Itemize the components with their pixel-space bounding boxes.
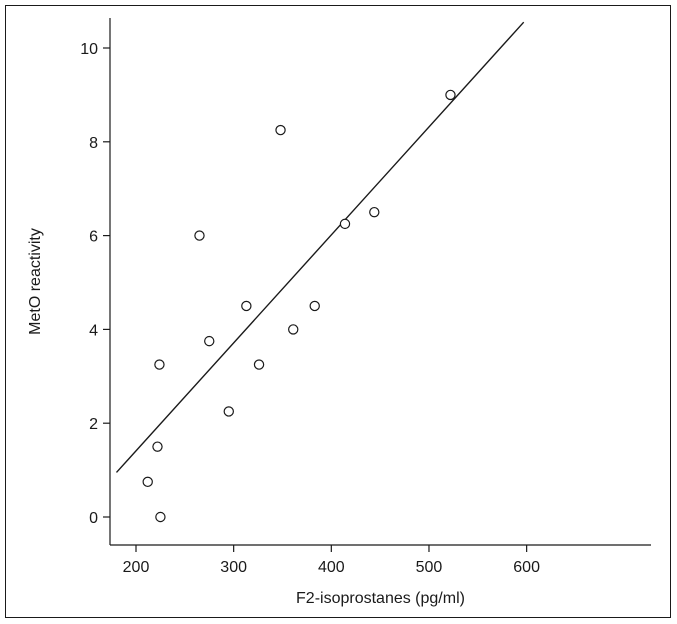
data-point-2 xyxy=(152,441,163,452)
y-tick-label: 2 xyxy=(89,416,98,433)
data-point-5 xyxy=(194,230,205,241)
data-point-11 xyxy=(288,324,299,335)
x-tick-label: 400 xyxy=(318,559,345,576)
data-point-9 xyxy=(253,359,265,370)
y-axis-title: MetO reactivity xyxy=(27,228,44,335)
y-ticks: 0 2 4 6 8 10 xyxy=(80,41,110,527)
y-tick-label: 0 xyxy=(89,510,98,527)
data-point-3 xyxy=(154,359,165,370)
data-point-14 xyxy=(369,206,380,218)
chart-frame xyxy=(5,5,671,618)
data-point-12 xyxy=(309,300,320,312)
data-point-10 xyxy=(275,124,286,136)
y-tick-label: 4 xyxy=(89,322,98,339)
x-tick-label: 600 xyxy=(513,559,540,576)
y-tick-label: 10 xyxy=(80,41,98,58)
x-tick-label: 300 xyxy=(220,559,247,576)
data-point-15 xyxy=(445,89,456,101)
data-point-13 xyxy=(339,218,351,230)
data-points xyxy=(142,89,456,523)
x-tick-label: 200 xyxy=(123,559,150,576)
x-tick-label: 500 xyxy=(416,559,443,576)
x-axis-title: F2-isoprostanes (pg/ml) xyxy=(296,590,465,607)
y-tick-label: 8 xyxy=(89,135,98,152)
data-point-4 xyxy=(155,511,166,523)
data-point-6 xyxy=(204,335,215,347)
data-point-8 xyxy=(241,300,252,312)
x-ticks: 200 300 400 500 600 xyxy=(123,545,540,576)
data-point-1 xyxy=(142,476,153,488)
y-tick-label: 6 xyxy=(89,229,98,246)
regression-line xyxy=(115,21,525,473)
data-point-7 xyxy=(223,406,234,417)
